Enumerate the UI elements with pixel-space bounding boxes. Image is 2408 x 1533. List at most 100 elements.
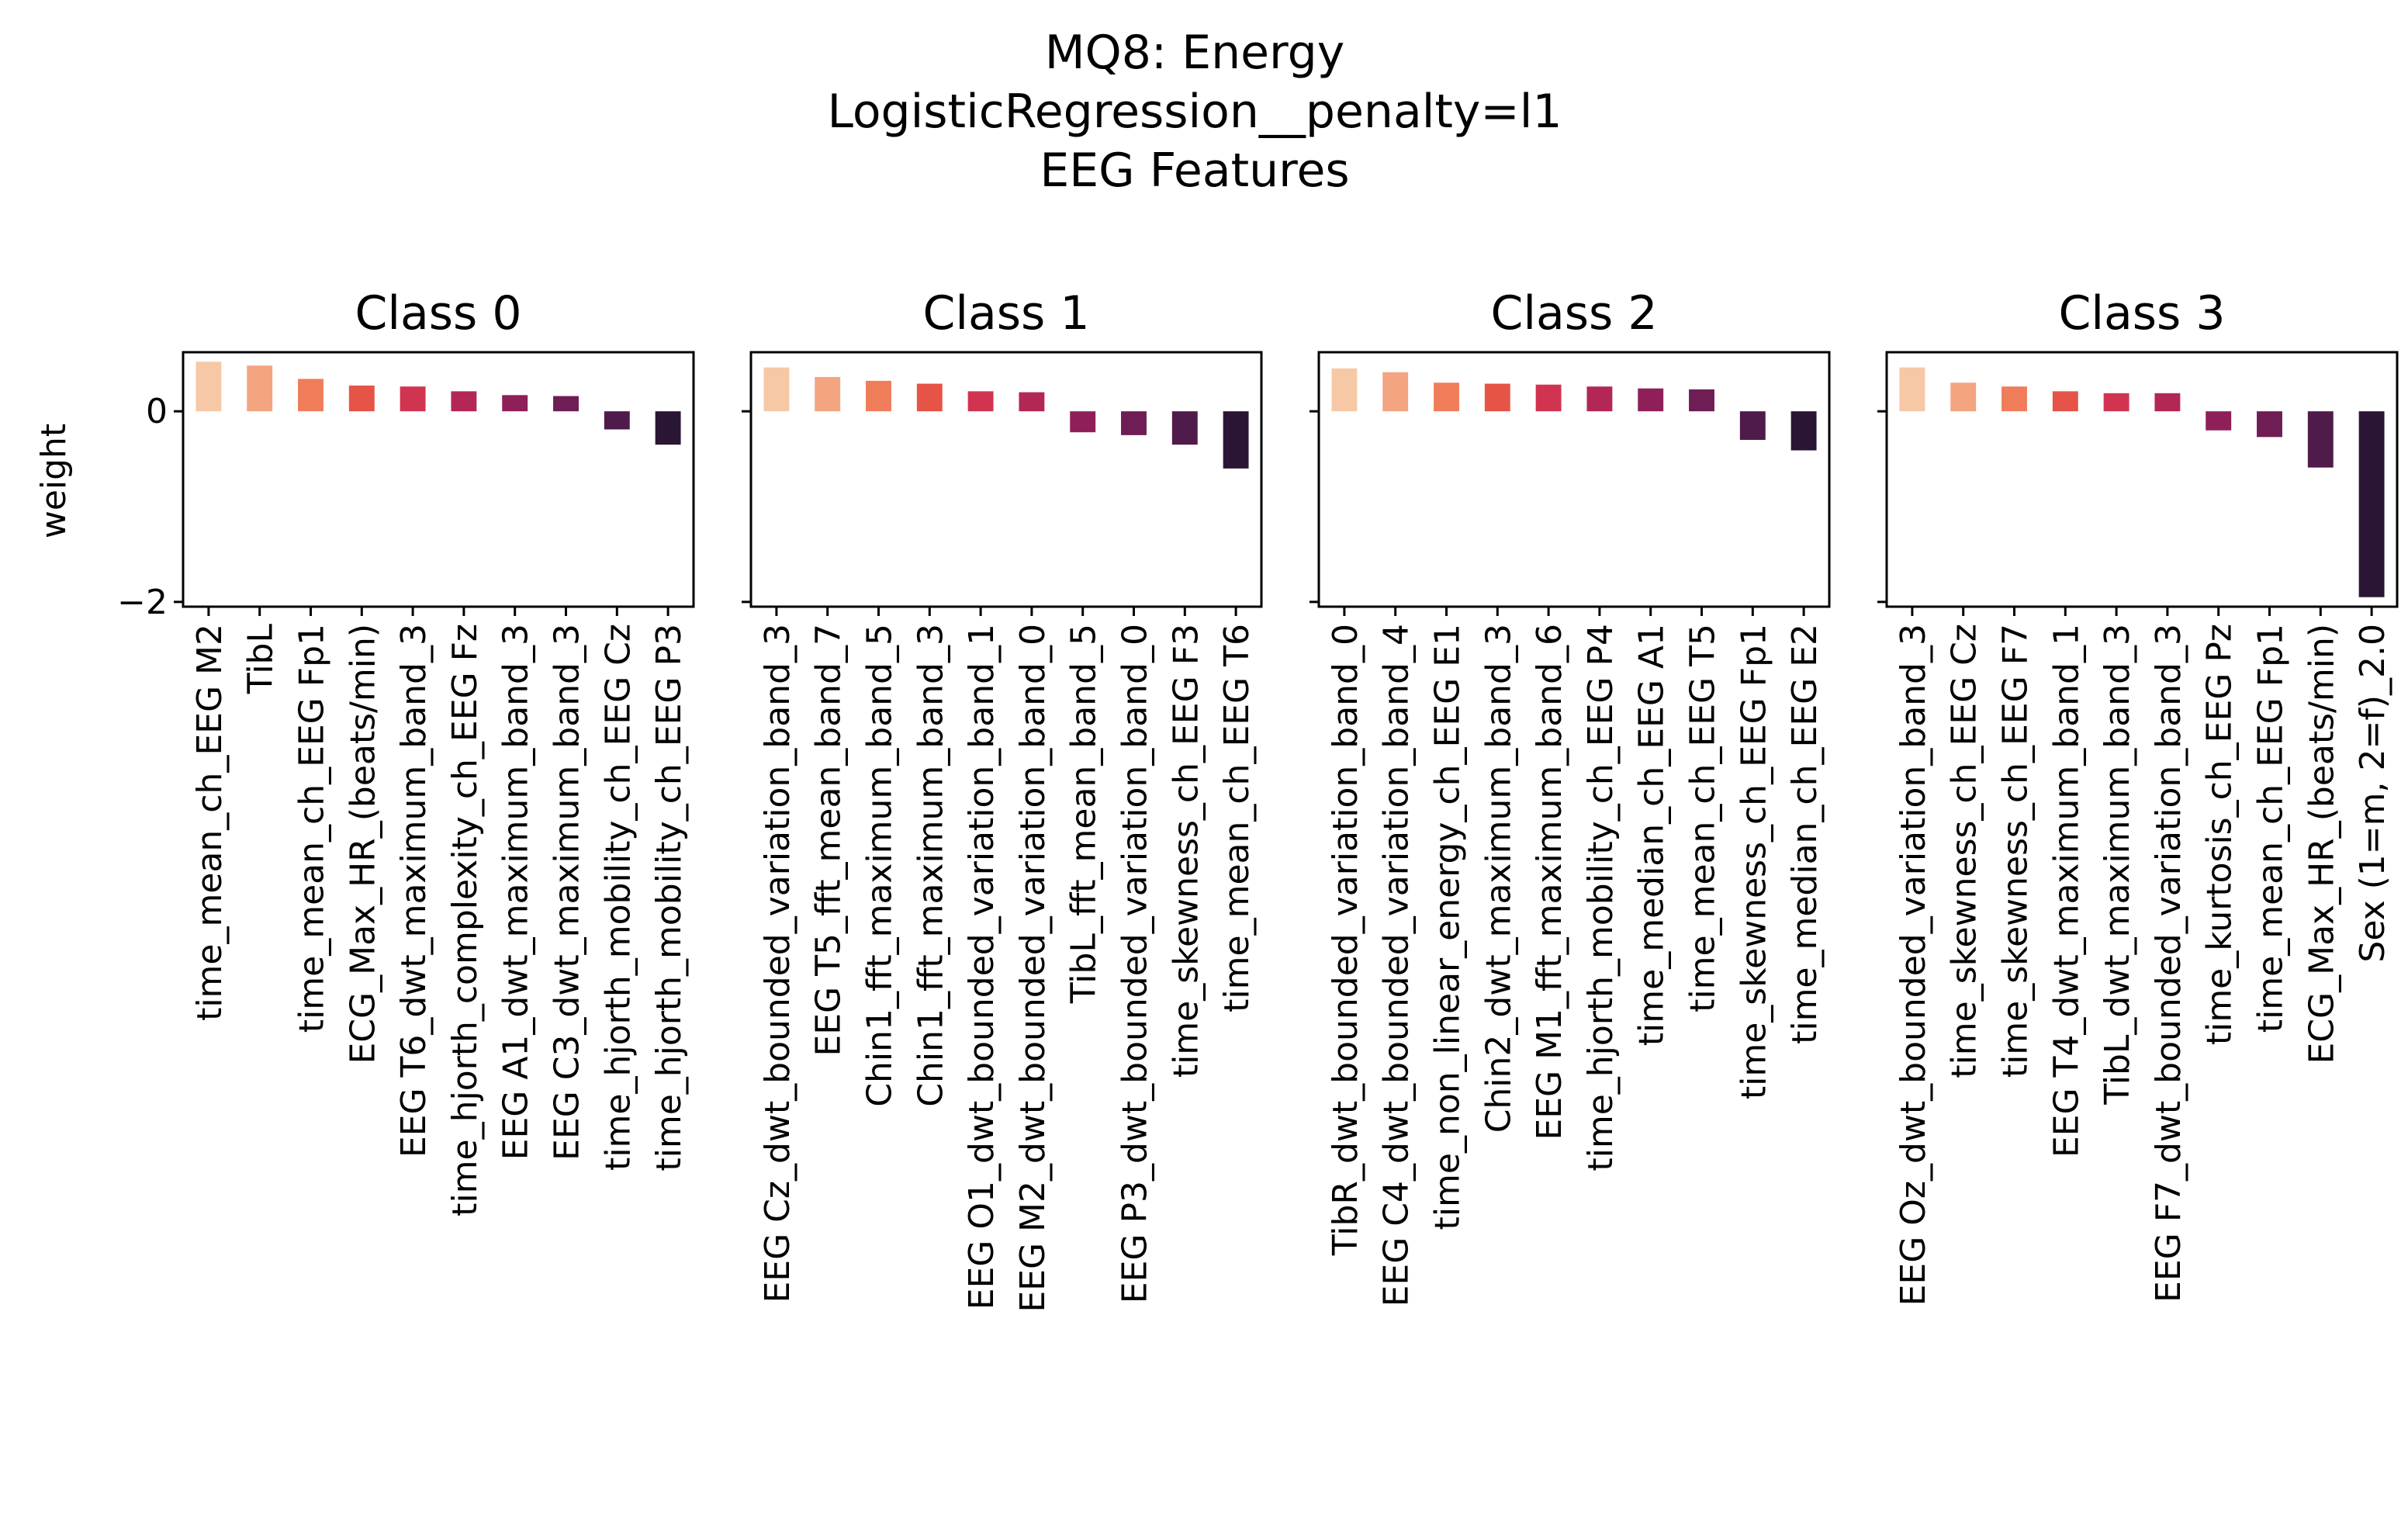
bar bbox=[1070, 411, 1096, 433]
x-tick-label: ECG_Max_HR_(beats/min) bbox=[343, 624, 382, 1064]
x-tick-label: time_hjorth_mobility_ch_EEG P4 bbox=[1581, 624, 1621, 1171]
bar bbox=[348, 385, 375, 412]
x-tick-label: EEG Oz_dwt_bounded_variation_band_3 bbox=[1894, 624, 1933, 1306]
bar bbox=[553, 396, 579, 412]
x-tick-label: EEG P3_dwt_bounded_variation_band_0 bbox=[1116, 624, 1155, 1303]
bar bbox=[1586, 386, 1613, 412]
bar bbox=[604, 411, 630, 430]
x-tick-label: EEG Cz_dwt_bounded_variation_band_3 bbox=[758, 624, 797, 1303]
x-tick-label: EEG C3_dwt_maximum_band_3 bbox=[548, 624, 587, 1161]
bar bbox=[298, 379, 323, 412]
bar bbox=[1223, 411, 1249, 469]
bar bbox=[2206, 411, 2232, 431]
bar bbox=[1638, 388, 1664, 412]
panel-title: Class 3 bbox=[2058, 286, 2225, 341]
x-tick-label: time_hjorth_complexity_ch_EEG Fz bbox=[445, 624, 485, 1216]
bar bbox=[2052, 391, 2078, 412]
bar bbox=[1121, 411, 1147, 435]
panel-class-2: Class 2 TibR_dwt_bounded_variation_band_0… bbox=[1310, 286, 1831, 1306]
bar bbox=[195, 362, 222, 412]
x-tick-label: EEG T6_dwt_maximum_band_3 bbox=[394, 624, 434, 1158]
bar bbox=[1689, 389, 1714, 412]
x-tick-label: time_non_linear_energy_ch_EEG E1 bbox=[1428, 624, 1468, 1230]
y-axis-label: weight bbox=[34, 424, 74, 538]
x-tick-label: TibL_dwt_maximum_band_3 bbox=[2098, 624, 2137, 1106]
bar bbox=[1434, 382, 1459, 412]
figure-title-line-1: MQ8: Energy bbox=[1045, 26, 1345, 80]
bar bbox=[2154, 393, 2181, 412]
bar bbox=[2103, 393, 2129, 412]
bar bbox=[451, 391, 477, 412]
x-tick-label: Chin2_dwt_maximum_band_3 bbox=[1479, 624, 1518, 1133]
bar bbox=[1382, 372, 1409, 412]
bar bbox=[1171, 411, 1198, 445]
x-tick-label: EEG A1_dwt_maximum_band_3 bbox=[496, 624, 536, 1160]
x-tick-label: time_skewness_ch_EEG Fp1 bbox=[1734, 624, 1773, 1099]
figure-title-line-3: EEG Features bbox=[1040, 144, 1349, 198]
x-tick-label: EEG T4_dwt_maximum_band_1 bbox=[2046, 624, 2086, 1158]
x-tick-label: time_median_ch_EEG A1 bbox=[1632, 624, 1672, 1046]
x-tick-label: time_hjorth_mobility_ch_EEG P3 bbox=[649, 624, 689, 1171]
bar bbox=[2358, 411, 2385, 597]
bar bbox=[815, 376, 841, 412]
x-tick-label: time_mean_ch_EEG Fp1 bbox=[2251, 624, 2291, 1033]
x-tick-label: EEG M2_dwt_bounded_variation_band_0 bbox=[1013, 624, 1053, 1313]
bar bbox=[2257, 411, 2282, 438]
bar bbox=[1790, 411, 1817, 451]
chart-panels: Class 0 0 −2 time_mean_ch_EEG M2 TibL time_me… bbox=[117, 286, 2399, 1313]
x-tick-label: time_mean_ch_EEG M2 bbox=[190, 624, 230, 1021]
x-tick-label: time_kurtosis_ch_EEG Pz bbox=[2200, 624, 2240, 1045]
bar bbox=[1739, 411, 1766, 441]
panel-title: Class 1 bbox=[922, 286, 1089, 341]
bar bbox=[2001, 386, 2027, 412]
bar bbox=[502, 395, 528, 412]
axes-frame bbox=[1885, 351, 2399, 608]
bar bbox=[400, 386, 426, 412]
bar bbox=[1019, 392, 1045, 412]
bar bbox=[1899, 367, 1925, 412]
x-tick-label: Chin1_fft_maximum_band_5 bbox=[860, 624, 900, 1107]
x-tick-label: time_skewness_ch_EEG F7 bbox=[1996, 624, 2036, 1078]
bar bbox=[1535, 384, 1562, 412]
panel-title: Class 0 bbox=[355, 286, 521, 341]
x-tick-label: EEG T5_fft_mean_band_7 bbox=[809, 624, 849, 1057]
x-tick-label: time_mean_ch_EEG T5 bbox=[1683, 624, 1723, 1012]
x-tick-label: EEG O1_dwt_bounded_variation_band_1 bbox=[962, 624, 1002, 1310]
x-tick-label: time_mean_ch_EEG Fp1 bbox=[292, 624, 332, 1033]
panel-class-3: Class 3 EEG Oz_dwt_bounded_variation_band… bbox=[1877, 286, 2399, 1306]
axes-frame bbox=[749, 351, 1263, 608]
bar bbox=[247, 365, 273, 412]
panel-class-0: Class 0 0 −2 time_mean_ch_EEG M2 TibL time_me… bbox=[117, 286, 695, 1216]
x-tick-label: TibL bbox=[241, 624, 281, 695]
figure-title: MQ8: Energy LogisticRegression__penalty=… bbox=[827, 26, 1562, 198]
bar bbox=[1484, 383, 1510, 412]
x-tick-label: EEG M1_fft_maximum_band_6 bbox=[1530, 624, 1569, 1140]
axes-frame bbox=[182, 351, 695, 608]
x-tick-label: Sex (1=m, 2=f)_2.0 bbox=[2353, 624, 2392, 963]
bar bbox=[655, 411, 681, 445]
x-tick-label: Chin1_fft_maximum_band_3 bbox=[911, 624, 950, 1107]
x-tick-label: EEG C4_dwt_bounded_variation_band_4 bbox=[1377, 624, 1417, 1306]
y-tick-label: −2 bbox=[117, 583, 168, 622]
axes-frame bbox=[1317, 351, 1831, 608]
x-tick-label: ECG_Max_HR_(beats/min) bbox=[2302, 624, 2341, 1064]
y-tick-label: 0 bbox=[146, 392, 168, 431]
bar bbox=[763, 367, 790, 412]
bar bbox=[967, 391, 994, 412]
x-tick-label: time_mean_ch_EEG T6 bbox=[1217, 624, 1257, 1012]
figure-title-line-2: LogisticRegression__penalty=l1 bbox=[827, 85, 1562, 139]
x-tick-label: TibL_fft_mean_band_5 bbox=[1064, 624, 1104, 1004]
x-tick-label: time_hjorth_mobility_ch_EEG Cz bbox=[598, 624, 638, 1171]
x-tick-label: EEG F7_dwt_bounded_variation_band_3 bbox=[2149, 624, 2188, 1303]
panel-class-1: Class 1 EEG Cz_dwt_bounded_variation_band… bbox=[742, 286, 1263, 1313]
bar bbox=[1950, 382, 1977, 412]
x-tick-label: time_median_ch_EEG E2 bbox=[1785, 624, 1825, 1044]
x-tick-label: time_skewness_ch_EEG F3 bbox=[1166, 624, 1206, 1078]
x-tick-label: time_skewness_ch_EEG Cz bbox=[1945, 624, 1984, 1078]
bar bbox=[916, 383, 943, 412]
x-tick-label: TibR_dwt_bounded_variation_band_0 bbox=[1326, 624, 1365, 1256]
bar bbox=[866, 380, 891, 412]
bar bbox=[2307, 411, 2334, 468]
bar bbox=[1331, 368, 1358, 412]
